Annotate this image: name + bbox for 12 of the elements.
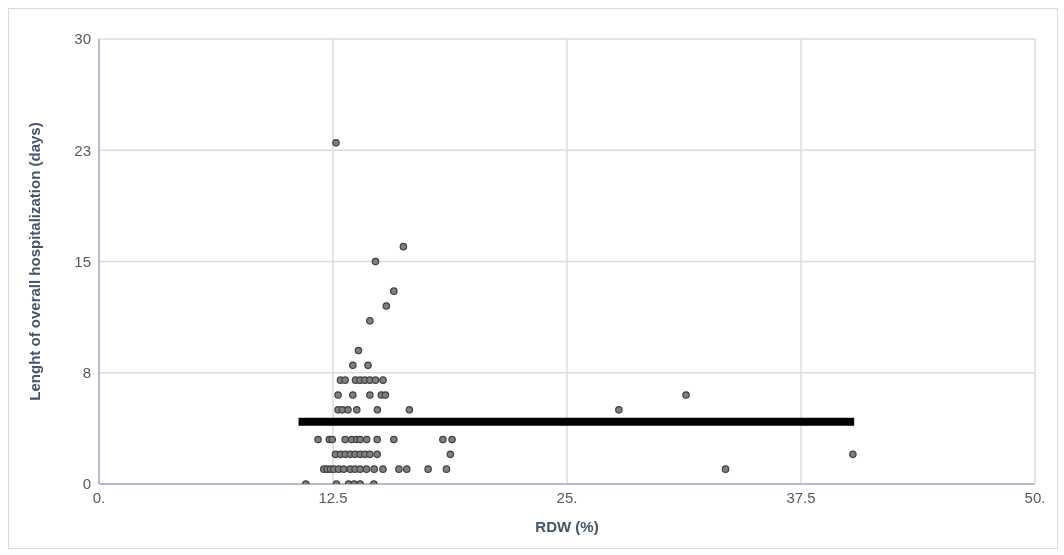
y-tick-label: 30 [74, 30, 91, 48]
x-tick-label: 25. [556, 488, 578, 506]
y-tick-label: 15 [74, 252, 91, 270]
x-tick-label: 50. [1024, 488, 1046, 506]
y-axis-title: Lenght of overall hospitalization (days) [26, 122, 44, 401]
y-tick-label: 0 [82, 475, 91, 493]
x-tick-label: 37.5 [786, 488, 816, 506]
x-tick-label: 12.5 [318, 488, 348, 506]
x-axis-title: RDW (%) [535, 518, 599, 535]
y-tick-label: 23 [74, 141, 91, 159]
y-tick-label: 8 [82, 364, 91, 382]
x-tick-label: 0. [92, 488, 106, 506]
